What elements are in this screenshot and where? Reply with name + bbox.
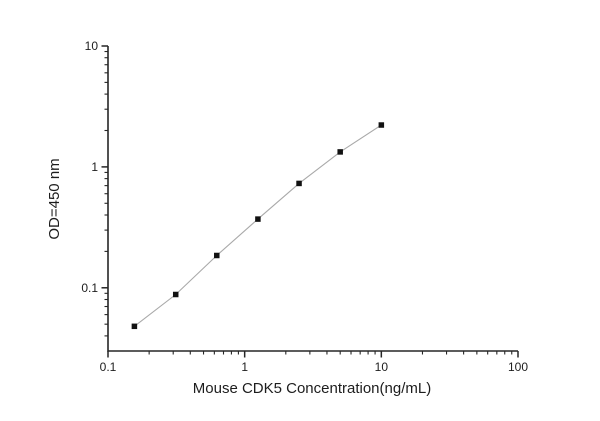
- data-point-marker: [378, 122, 385, 128]
- data-point-marker: [296, 180, 302, 187]
- standard-curve-line: [134, 124, 382, 327]
- x-axis-title: Mouse CDK5 Concentration(ng/mL): [193, 380, 431, 397]
- data-point-marker: [337, 149, 343, 155]
- x-axis-tick-label: 0.1: [100, 360, 117, 374]
- y-axis-tick-label: 10: [85, 39, 99, 53]
- axis-lines: [107, 46, 518, 352]
- x-axis-tick-label: 10: [375, 360, 389, 374]
- data-point-marker: [255, 216, 261, 222]
- data-point-marker: [172, 291, 179, 298]
- plot-layer: 0.1 1 10 100 0.1 1 10: [81, 39, 528, 374]
- y-axis-tick-label: 0.1: [81, 281, 98, 295]
- y-axis-tick-label: 1: [91, 160, 98, 174]
- data-point-marker: [214, 252, 220, 259]
- x-axis-tick-label: 100: [508, 360, 528, 374]
- x-axis-tick-label: 1: [241, 360, 248, 374]
- data-point-marker: [131, 323, 138, 330]
- y-axis-title: OD=450 nm: [46, 158, 63, 239]
